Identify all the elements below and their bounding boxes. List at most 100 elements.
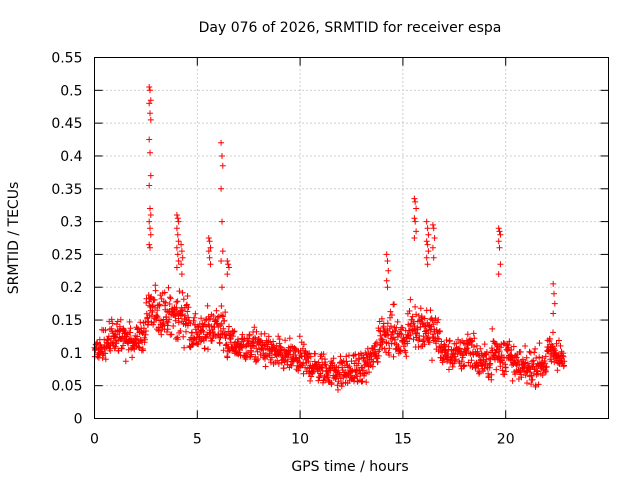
data-point xyxy=(140,347,147,354)
y-tick-label: 0.15 xyxy=(51,313,82,329)
data-point xyxy=(505,342,512,349)
data-point xyxy=(363,379,370,386)
data-point xyxy=(488,371,495,378)
data-point xyxy=(147,116,154,123)
data-point xyxy=(275,360,282,367)
data-point xyxy=(129,354,136,361)
data-point xyxy=(407,296,414,303)
y-tick-label: 0.55 xyxy=(51,51,82,67)
data-point xyxy=(411,195,418,202)
data-point xyxy=(306,350,313,357)
data-point xyxy=(456,345,463,352)
data-point xyxy=(421,341,428,348)
data-point xyxy=(509,377,516,384)
data-point xyxy=(280,365,287,372)
data-point xyxy=(246,332,253,339)
data-point xyxy=(225,261,232,268)
data-point xyxy=(256,338,263,345)
data-point xyxy=(207,315,214,322)
data-point xyxy=(182,312,189,319)
data-point xyxy=(460,339,467,346)
data-point xyxy=(425,335,432,342)
data-point xyxy=(300,360,307,367)
data-point xyxy=(112,343,119,350)
data-point xyxy=(175,319,182,326)
data-point xyxy=(526,348,533,355)
chart-title: Day 076 of 2026, SRMTID for receiver esp… xyxy=(199,20,502,36)
data-point xyxy=(425,330,432,337)
data-point xyxy=(394,318,401,325)
data-point xyxy=(166,301,173,307)
data-point xyxy=(114,318,121,325)
data-point xyxy=(154,313,161,320)
data-point xyxy=(218,185,225,192)
data-point xyxy=(425,248,432,255)
data-point xyxy=(231,328,238,335)
data-point xyxy=(135,326,142,333)
data-point xyxy=(126,318,133,325)
data-point xyxy=(441,341,448,348)
data-point xyxy=(416,336,423,343)
x-tick-label: 20 xyxy=(497,432,515,448)
data-point xyxy=(214,314,221,321)
data-point xyxy=(356,356,363,363)
data-point xyxy=(412,198,419,205)
data-point xyxy=(134,333,141,340)
data-point xyxy=(146,218,153,225)
data-point xyxy=(443,337,450,344)
data-point xyxy=(378,337,385,344)
data-point xyxy=(184,293,191,299)
data-point xyxy=(221,317,228,324)
data-point xyxy=(179,289,186,296)
data-point xyxy=(205,321,212,328)
data-point xyxy=(223,341,230,348)
data-point xyxy=(270,338,277,345)
data-point xyxy=(261,330,268,337)
data-point xyxy=(147,87,153,94)
data-point xyxy=(224,271,231,278)
y-tick-label: 0.3 xyxy=(60,215,82,231)
data-point xyxy=(334,382,341,389)
data-point xyxy=(226,264,232,271)
data-point xyxy=(165,319,172,326)
data-point xyxy=(553,340,560,347)
data-point xyxy=(384,258,391,264)
data-point xyxy=(282,337,289,344)
data-point xyxy=(510,343,517,350)
data-point xyxy=(531,349,538,356)
data-point xyxy=(102,356,109,363)
data-point xyxy=(460,363,467,370)
y-tick-label: 0.45 xyxy=(51,116,82,132)
data-point xyxy=(407,332,414,338)
data-point xyxy=(147,231,154,238)
data-point xyxy=(434,319,441,326)
data-point xyxy=(174,298,181,305)
data-point xyxy=(430,254,437,261)
data-point xyxy=(394,334,401,340)
data-point xyxy=(109,320,116,327)
data-point xyxy=(142,328,149,334)
data-point xyxy=(180,333,187,340)
data-point xyxy=(322,361,329,368)
data-point xyxy=(220,347,227,354)
data-point xyxy=(438,338,445,345)
data-point xyxy=(496,244,503,251)
data-point xyxy=(427,307,434,314)
data-point xyxy=(391,301,398,308)
data-point xyxy=(201,345,208,352)
y-tick-label: 0.5 xyxy=(60,83,82,99)
data-point xyxy=(224,258,231,264)
data-point xyxy=(546,335,553,342)
data-point xyxy=(262,363,269,370)
data-point xyxy=(461,363,468,369)
data-point xyxy=(543,363,550,370)
data-point xyxy=(495,225,502,232)
data-point xyxy=(419,320,426,327)
data-point xyxy=(292,352,299,358)
data-point xyxy=(251,324,258,331)
data-point xyxy=(387,308,394,315)
data-point xyxy=(179,311,186,318)
data-point xyxy=(300,341,307,348)
data-point xyxy=(338,383,345,390)
